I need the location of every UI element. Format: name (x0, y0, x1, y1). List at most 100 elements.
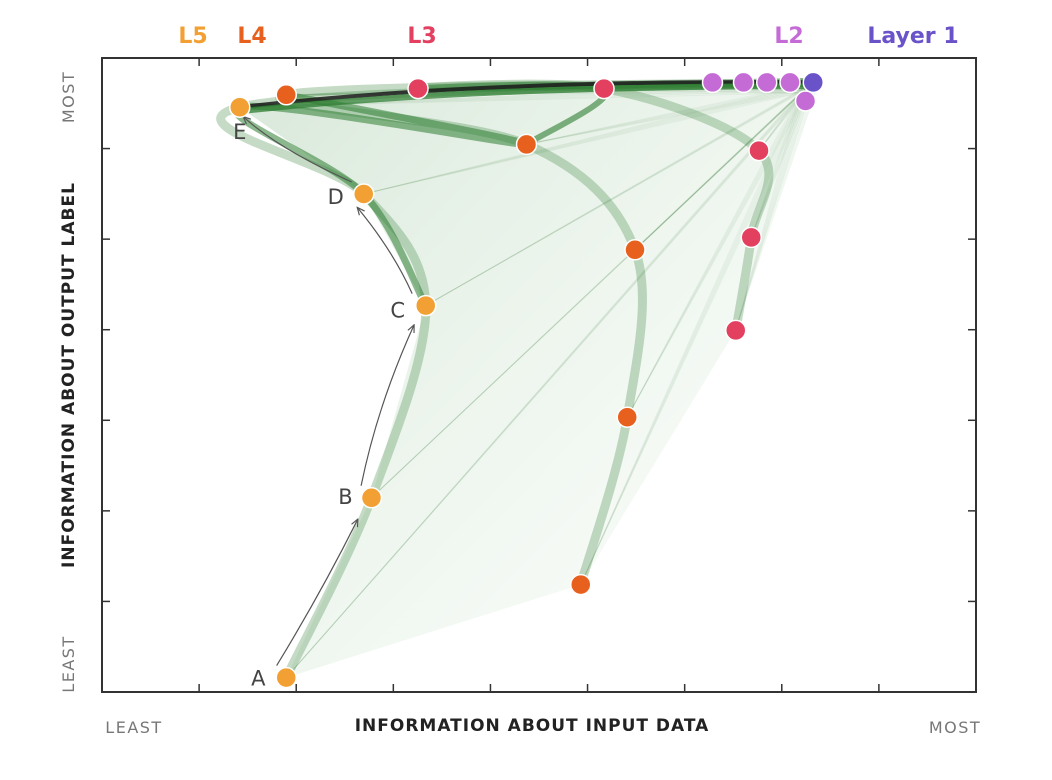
fan-ray (750, 88, 806, 238)
legend-l5: L5 (178, 24, 207, 49)
marker-l2 (779, 71, 801, 94)
marker-l2 (794, 90, 817, 112)
point-label-a: A (251, 667, 266, 691)
data-markers (229, 71, 824, 689)
point-label-e: E (233, 120, 246, 144)
x-axis-label: INFORMATION ABOUT INPUT DATA (355, 716, 710, 736)
x-tick-most: MOST (929, 718, 981, 737)
fan-ray (425, 90, 804, 307)
fan-ray (363, 92, 801, 195)
x-tick-least: LEAST (105, 718, 162, 737)
marker-l3 (725, 319, 747, 342)
fan-ray (580, 86, 809, 585)
marker-l5 (353, 183, 375, 205)
marker-l2 (701, 71, 724, 94)
marker-l5 (360, 487, 383, 509)
marker-l4 (616, 406, 638, 428)
fan-ray (735, 90, 804, 331)
marker-l4 (570, 573, 592, 596)
fan-ray (750, 86, 809, 238)
fan-ray (371, 88, 806, 499)
fan-ray (758, 92, 801, 151)
fan-ray (285, 88, 806, 678)
fan-ray (735, 86, 809, 331)
fan-ray (735, 92, 801, 331)
point-label-d: D (328, 185, 344, 209)
fan-ray (371, 82, 814, 499)
legend-l3: L3 (407, 24, 436, 49)
fan-ray (371, 86, 809, 499)
fan-area (239, 82, 818, 678)
marker-l2 (756, 71, 778, 94)
marker-l5 (275, 666, 297, 689)
annotation-arrow (244, 117, 352, 183)
annotation-arrows (244, 117, 414, 666)
fan-ray (626, 84, 812, 418)
legend-layer-1: Layer 1 (867, 24, 958, 49)
fan-ray (750, 92, 801, 238)
fan-ray (580, 92, 801, 585)
fan-ray (425, 92, 801, 307)
annotation-arrow (276, 520, 358, 666)
fan-ray (526, 90, 804, 145)
fan-ray (425, 88, 806, 307)
fan-ray (634, 82, 814, 251)
y-axis-label: INFORMATION ABOUT OUTPUT LABEL (59, 182, 79, 568)
fan-ray (634, 86, 809, 251)
fan-ray (285, 86, 809, 678)
fan-ray (425, 84, 811, 307)
fan-ray (626, 92, 801, 418)
marker-l5 (415, 294, 437, 317)
marker-layer-1 (802, 71, 824, 94)
fan-ray (526, 83, 811, 145)
marker-l2 (732, 71, 755, 94)
trajectory-top-band-green (239, 83, 814, 115)
fan-ray (750, 90, 804, 238)
fan-ray (285, 82, 814, 678)
axis-ticks (102, 58, 976, 692)
fan-ray (425, 86, 809, 307)
marker-l3 (593, 77, 615, 100)
fan-ray (634, 84, 812, 251)
fan-ray (626, 82, 814, 418)
fan-ray (735, 88, 806, 331)
y-tick-most: MOST (59, 71, 78, 123)
fan-ray (371, 92, 801, 499)
fan-ray (371, 90, 804, 499)
fan-ray (626, 88, 806, 418)
fan-ray (735, 82, 814, 331)
fan-ray (634, 88, 806, 251)
fan-ray (363, 90, 804, 195)
legend-l4: L4 (237, 24, 266, 49)
fan-ray (363, 88, 806, 195)
fan-ray (626, 86, 809, 418)
fan-ray (363, 83, 811, 195)
marker-l3 (407, 77, 429, 100)
fan-ray (363, 86, 809, 195)
y-tick-least: LEAST (59, 635, 78, 692)
marker-l4 (515, 133, 538, 156)
fan-ray (580, 88, 806, 585)
fan-ray (285, 92, 801, 678)
fan-ray (526, 88, 806, 145)
fan-ray (626, 90, 804, 418)
fan-ray (634, 90, 804, 251)
fan-ray (634, 92, 801, 251)
fan-ray (526, 92, 801, 145)
point-label-c: C (390, 299, 405, 323)
annotation-arrow (360, 326, 414, 486)
fan-ray (580, 82, 814, 585)
marker-l3 (748, 139, 770, 162)
fan-ray (285, 90, 804, 678)
fan-ray (285, 84, 812, 678)
fan-ray (371, 84, 812, 499)
marker-l4 (275, 84, 297, 106)
marker-l5 (229, 96, 251, 118)
point-labels: A B C D E (233, 120, 405, 690)
fan-ray (735, 84, 812, 331)
legend: L5 L4 L3 L2 Layer 1 (178, 24, 958, 49)
point-label-b: B (338, 485, 352, 509)
fan-ray (526, 86, 809, 145)
fan-ray (580, 90, 804, 585)
